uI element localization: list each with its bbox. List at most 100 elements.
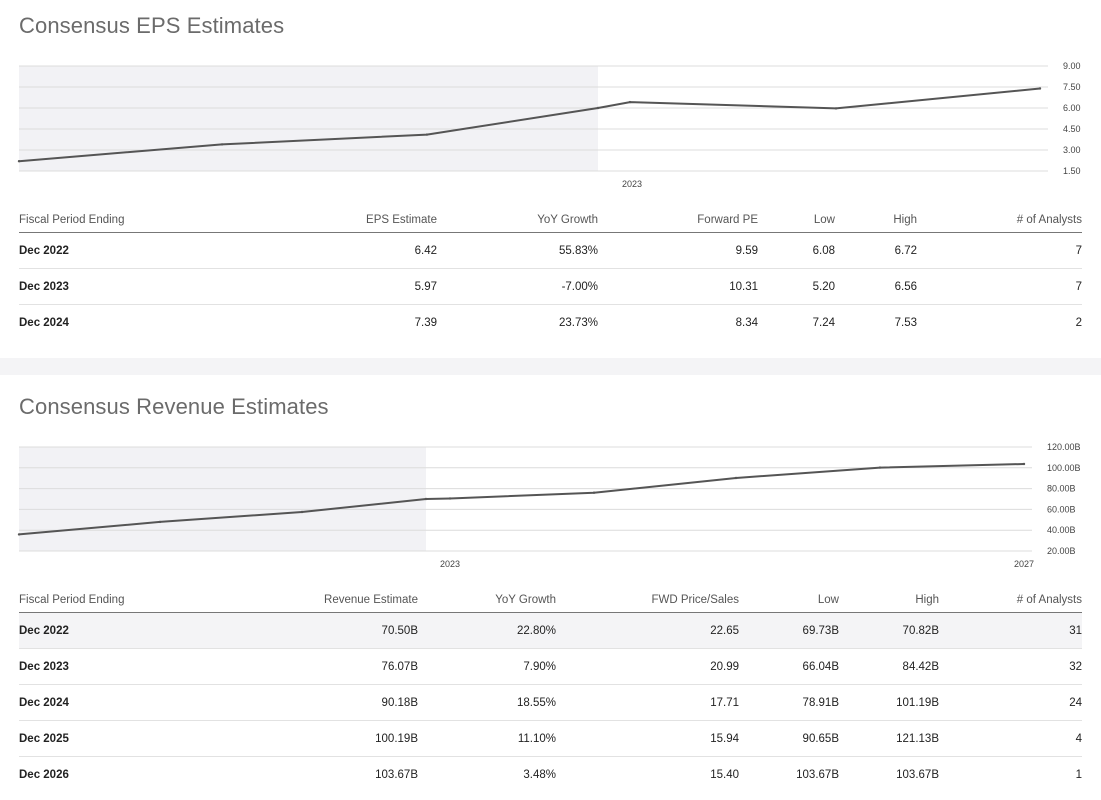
forward-pe-cell: 8.34 — [735, 316, 758, 329]
period-cell: Dec 2024 — [19, 684, 219, 721]
analysts-cell: 24 — [939, 684, 1082, 721]
section-divider — [0, 358, 1101, 375]
table-row[interactable]: Dec 2022 70.50B 22.80% 22.65 69.73B 70.8… — [19, 612, 1082, 649]
column-header[interactable]: YoY Growth — [437, 208, 598, 233]
analysts-cell: 1 — [1075, 768, 1082, 781]
y-tick-label: 80.00B — [1047, 484, 1076, 494]
x-tick-label: 2023 — [440, 559, 460, 569]
growth-cell: -7.00% — [437, 268, 598, 305]
low-cell: 5.20 — [758, 268, 835, 305]
column-header[interactable]: FWD Price/Sales — [556, 588, 739, 613]
growth-cell: 22.80% — [418, 612, 556, 649]
column-header[interactable]: Revenue Estimate — [219, 588, 418, 613]
data-point — [424, 497, 428, 501]
growth-cell: 7.90% — [418, 648, 556, 685]
y-tick-label: 120.00B — [1047, 442, 1081, 452]
column-header[interactable]: High — [835, 208, 917, 233]
column-header[interactable]: # of Analysts — [917, 208, 1082, 233]
y-tick-label: 7.50 — [1063, 82, 1081, 92]
high-cell: 121.13B — [839, 720, 939, 757]
price-sales-cell: 20.99 — [556, 648, 739, 685]
table-row[interactable]: Dec 2026 103.67B 3.48% 15.40 103.67B 103… — [19, 757, 1082, 793]
y-tick-label: 40.00B — [1047, 525, 1076, 535]
high-cell: 101.19B — [839, 684, 939, 721]
analysts-cell: 31 — [939, 612, 1082, 649]
data-point — [425, 133, 429, 136]
period-cell: Dec 2023 — [19, 648, 219, 685]
y-tick-label: 20.00B — [1047, 546, 1076, 556]
low-cell: 103.67B — [796, 768, 839, 781]
estimate-cell: 6.42 — [219, 232, 437, 269]
eps-chart[interactable]: 9.00 7.50 6.00 4.50 3.00 1.50 2023 — [0, 55, 1101, 255]
column-header[interactable]: High — [839, 588, 939, 613]
y-tick-label: 3.00 — [1063, 145, 1081, 155]
data-point — [300, 510, 304, 514]
eps-table: Fiscal Period Ending EPS Estimate YoY Gr… — [19, 208, 1082, 340]
price-sales-cell: 15.94 — [556, 720, 739, 757]
column-header[interactable]: # of Analysts — [939, 588, 1082, 613]
analysts-cell: 2 — [1075, 316, 1082, 329]
high-cell: 7.53 — [894, 316, 917, 329]
low-cell: 78.91B — [739, 684, 839, 721]
column-header[interactable]: Low — [739, 588, 839, 613]
growth-cell: 55.83% — [437, 232, 598, 269]
revenue-title: Consensus Revenue Estimates — [19, 394, 329, 419]
estimate-cell: 100.19B — [219, 720, 418, 757]
data-point — [158, 520, 162, 524]
growth-cell: 23.73% — [558, 316, 598, 329]
column-header[interactable]: EPS Estimate — [219, 208, 437, 233]
revenue-table-header: Fiscal Period Ending Revenue Estimate Yo… — [19, 588, 1082, 613]
data-point — [592, 491, 596, 494]
analysts-cell: 32 — [939, 648, 1082, 685]
column-header[interactable]: Forward PE — [598, 208, 758, 233]
table-row[interactable]: Dec 2025 100.19B 11.10% 15.94 90.65B 121… — [19, 720, 1082, 757]
data-point — [1022, 462, 1026, 466]
growth-cell: 11.10% — [418, 720, 556, 757]
analysts-cell: 4 — [939, 720, 1082, 757]
revenue-chart[interactable]: 120.00B 100.00B 80.00B 60.00B 40.00B 20.00B 20… — [0, 435, 1101, 635]
table-row[interactable]: Dec 2023 76.07B 7.90% 20.99 66.04B 84.42… — [19, 648, 1082, 685]
table-row[interactable]: Dec 2023 5.97 -7.00% 10.31 5.20 6.56 7 — [19, 268, 1082, 305]
table-row[interactable]: Dec 2022 6.42 55.83% 9.59 6.08 6.72 7 — [19, 232, 1082, 269]
data-point — [17, 533, 21, 536]
data-point — [220, 143, 224, 146]
high-cell: 70.82B — [839, 612, 939, 649]
high-cell: 84.42B — [839, 648, 939, 685]
y-tick-label: 100.00B — [1047, 463, 1081, 473]
column-header[interactable]: Fiscal Period Ending — [19, 588, 219, 613]
column-header[interactable]: Fiscal Period Ending — [19, 208, 219, 233]
high-cell: 6.56 — [835, 268, 917, 305]
column-header[interactable]: YoY Growth — [418, 588, 556, 613]
estimate-cell: 90.18B — [219, 684, 418, 721]
y-tick-label: 6.00 — [1063, 103, 1081, 113]
growth-cell: 18.55% — [418, 684, 556, 721]
revenue-table: Fiscal Period Ending Revenue Estimate Yo… — [19, 588, 1082, 792]
eps-title: Consensus EPS Estimates — [19, 13, 285, 38]
x-tick-label: 2027 — [1014, 559, 1034, 569]
table-row[interactable]: Dec 2024 7.39 23.73% 8.34 7.24 7.53 2 — [19, 305, 1082, 341]
estimate-cell: 103.67B — [375, 768, 418, 781]
period-cell: Dec 2022 — [19, 232, 219, 269]
price-sales-cell: 15.40 — [710, 768, 739, 781]
data-point — [1038, 87, 1042, 90]
y-tick-label: 60.00B — [1047, 504, 1076, 514]
shaded-region — [19, 447, 426, 551]
y-tick-label: 1.50 — [1063, 166, 1081, 176]
data-point — [628, 100, 632, 104]
column-header[interactable]: Low — [758, 208, 835, 233]
high-cell: 6.72 — [835, 232, 917, 269]
period-cell: Dec 2024 — [19, 316, 69, 329]
forward-pe-cell: 9.59 — [598, 232, 758, 269]
data-point — [878, 466, 882, 469]
data-point — [596, 106, 600, 110]
period-cell: Dec 2023 — [19, 268, 219, 305]
estimate-cell: 76.07B — [219, 648, 418, 685]
low-cell: 7.24 — [812, 316, 835, 329]
low-cell: 6.08 — [758, 232, 835, 269]
analysts-cell: 7 — [917, 268, 1082, 305]
data-point — [17, 160, 21, 163]
eps-table-header: Fiscal Period Ending EPS Estimate YoY Gr… — [19, 208, 1082, 233]
data-point — [734, 476, 738, 480]
table-row[interactable]: Dec 2024 90.18B 18.55% 17.71 78.91B 101.… — [19, 684, 1082, 721]
low-cell: 90.65B — [739, 720, 839, 757]
